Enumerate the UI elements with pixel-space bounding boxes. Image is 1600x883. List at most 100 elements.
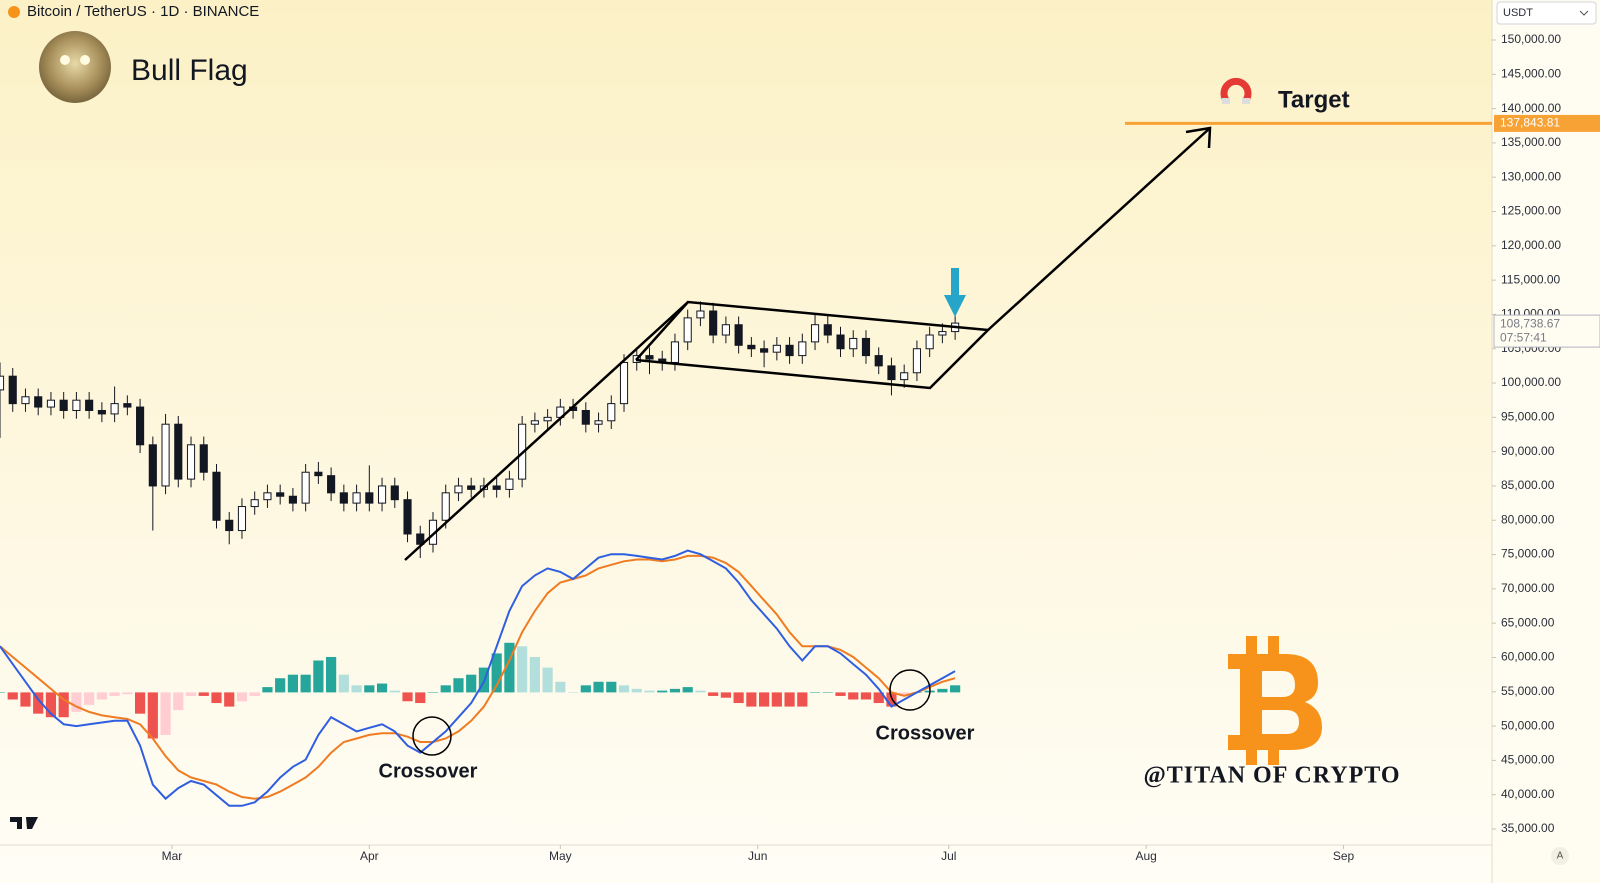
macd-histogram-bar bbox=[606, 681, 617, 693]
candle-body bbox=[670, 341, 680, 363]
y-tick-label: 50,000.00 bbox=[1501, 718, 1555, 732]
scale-mode-button[interactable] bbox=[1551, 847, 1569, 865]
candle-body bbox=[148, 444, 157, 487]
candle-body bbox=[276, 492, 285, 497]
candle-body bbox=[938, 331, 947, 336]
target-price-label: 137,843.81 bbox=[1500, 116, 1560, 130]
candle-body bbox=[696, 310, 705, 319]
y-tick-label: 90,000.00 bbox=[1501, 444, 1555, 458]
logo-bar bbox=[1246, 745, 1257, 765]
candle-body bbox=[772, 344, 781, 353]
candle-body bbox=[467, 485, 476, 490]
candle-body bbox=[416, 533, 425, 545]
macd-histogram-bar bbox=[109, 692, 120, 696]
candle-body bbox=[34, 396, 43, 408]
macd-histogram-bar bbox=[797, 692, 808, 707]
candle-body bbox=[849, 337, 858, 350]
candle-body bbox=[505, 478, 514, 490]
macd-histogram-bar bbox=[364, 685, 375, 693]
candle-body bbox=[161, 423, 170, 487]
breakout-arrow bbox=[944, 268, 966, 317]
y-tick-label: 75,000.00 bbox=[1501, 547, 1555, 561]
candle-body bbox=[250, 499, 259, 508]
bitcoin-logo bbox=[1228, 636, 1322, 765]
candle-body bbox=[810, 324, 820, 343]
candle-body bbox=[530, 420, 539, 425]
last-price-label: 108,738.67 bbox=[1500, 316, 1560, 330]
candle-body bbox=[581, 409, 590, 425]
currency-selector[interactable] bbox=[1496, 1, 1597, 25]
candle-body bbox=[619, 361, 629, 405]
macd-histogram-bar bbox=[236, 692, 248, 702]
crossover-label: Crossover bbox=[379, 760, 478, 782]
target-label: Target bbox=[1278, 86, 1350, 113]
candle-body bbox=[59, 399, 68, 411]
y-tick-label: 135,000.00 bbox=[1501, 135, 1561, 149]
flag-pole bbox=[404, 301, 689, 561]
candle-body bbox=[123, 403, 132, 408]
macd-histogram-bar bbox=[695, 690, 706, 693]
macd-histogram-bar bbox=[504, 642, 515, 693]
macd-histogram-bar bbox=[20, 692, 31, 707]
candle-body bbox=[734, 324, 743, 346]
candle-body bbox=[72, 399, 81, 411]
logo-bar bbox=[1268, 636, 1279, 658]
macd-histogram-bar bbox=[453, 678, 464, 693]
candle-body bbox=[0, 375, 5, 391]
candle-body bbox=[912, 348, 921, 374]
y-tick-label: 125,000.00 bbox=[1501, 204, 1561, 218]
y-tick-label: 100,000.00 bbox=[1501, 375, 1561, 389]
macd-histogram-bar bbox=[644, 690, 655, 693]
macd-histogram-bar bbox=[415, 692, 426, 704]
crossover-label: Crossover bbox=[876, 722, 975, 744]
macd-histogram-bar bbox=[886, 692, 897, 707]
candle-body bbox=[390, 485, 399, 501]
currency-label[interactable]: USDT bbox=[1503, 7, 1533, 19]
macd-histogram-bar bbox=[287, 674, 298, 693]
macd-histogram-bar bbox=[351, 685, 362, 693]
y-tick-label: 95,000.00 bbox=[1501, 410, 1555, 424]
candle-body bbox=[263, 492, 272, 501]
candle-body bbox=[683, 317, 692, 343]
candle-body bbox=[97, 409, 106, 415]
y-tick-label: 45,000.00 bbox=[1501, 753, 1555, 767]
watermark: @TITAN OF CRYPTO bbox=[1143, 763, 1400, 789]
macd-histogram-bar bbox=[733, 692, 744, 704]
y-tick-label: 150,000.00 bbox=[1501, 32, 1561, 46]
macd-histogram-bar bbox=[669, 688, 681, 693]
y-tick-label: 65,000.00 bbox=[1501, 615, 1555, 629]
scale-mode-label[interactable]: A bbox=[1557, 851, 1564, 862]
candle-body bbox=[199, 444, 208, 473]
candle-body bbox=[874, 355, 883, 367]
y-tick-label: 35,000.00 bbox=[1501, 821, 1555, 835]
macd-histogram-bar bbox=[466, 674, 477, 693]
price-axis-panel bbox=[1492, 0, 1600, 883]
macd-histogram-bar bbox=[185, 692, 197, 696]
macd-histogram-bar bbox=[759, 692, 770, 707]
countdown-label: 07:57:41 bbox=[1500, 330, 1547, 344]
macd-histogram-bar bbox=[7, 692, 18, 700]
macd-histogram-bar bbox=[822, 692, 833, 693]
candle-body bbox=[785, 344, 794, 357]
macd-histogram-bar bbox=[134, 692, 146, 714]
macd-histogram-bar bbox=[682, 687, 693, 693]
macd-histogram-bar bbox=[338, 674, 349, 693]
x-tick-label: Mar bbox=[162, 849, 183, 863]
macd-histogram-bar bbox=[173, 692, 184, 711]
x-tick-label: Aug bbox=[1135, 849, 1156, 863]
macd-histogram-bar bbox=[275, 678, 286, 693]
macd-histogram-bar bbox=[0, 692, 6, 693]
macd-histogram-bar bbox=[657, 690, 668, 693]
y-tick-label: 120,000.00 bbox=[1501, 238, 1561, 252]
candle-body bbox=[441, 492, 450, 521]
y-tick-label: 85,000.00 bbox=[1501, 478, 1555, 492]
macd-histogram-bar bbox=[809, 692, 821, 693]
arrow-head bbox=[1185, 126, 1212, 149]
macd-histogram-bar bbox=[313, 660, 324, 693]
avatar-eye bbox=[80, 55, 90, 65]
y-tick-label: 40,000.00 bbox=[1501, 787, 1555, 801]
macd-histogram-bar bbox=[771, 692, 782, 707]
dropdown-caret[interactable] bbox=[1579, 10, 1589, 16]
macd-histogram-bar bbox=[708, 692, 719, 696]
magnet-tip bbox=[1242, 98, 1250, 104]
